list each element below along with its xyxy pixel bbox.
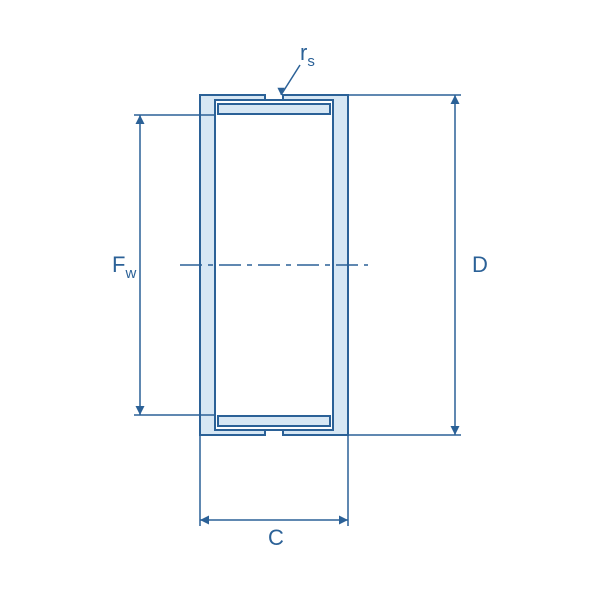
- roller-bottom: [218, 416, 330, 426]
- dim-label-d: D: [472, 252, 488, 277]
- leader-rs: [281, 65, 300, 95]
- dim-label-c: C: [268, 525, 284, 550]
- dim-label-fw: Fw: [112, 252, 136, 282]
- dim-label-rs: rs: [300, 40, 315, 70]
- roller-top: [218, 104, 330, 114]
